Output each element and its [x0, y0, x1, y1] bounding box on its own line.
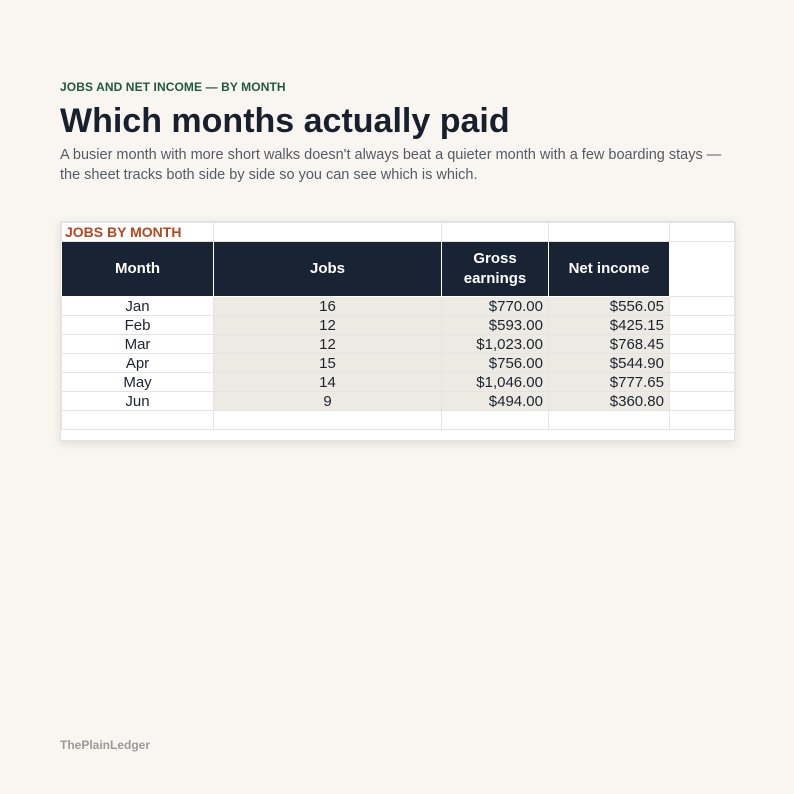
cell[interactable] — [61, 410, 214, 430]
net-income-cell[interactable]: $425.15 — [548, 315, 670, 335]
month-cell[interactable]: May — [61, 372, 214, 392]
gross-earnings-cell[interactable]: $1,046.00 — [441, 372, 549, 392]
month-cell[interactable]: Apr — [61, 353, 214, 373]
page-subtitle: A busier month with more short walks doe… — [60, 147, 722, 183]
cell[interactable] — [669, 372, 736, 392]
net-income-cell[interactable]: $556.05 — [548, 296, 670, 316]
cell[interactable] — [669, 222, 736, 242]
table-row: Feb 12 $593.00 $425.15 — [61, 315, 736, 335]
gross-earnings-cell[interactable]: $756.00 — [441, 353, 549, 373]
month-cell[interactable]: Feb — [61, 315, 214, 335]
cell[interactable] — [441, 410, 549, 430]
gross-earnings-cell[interactable]: $1,023.00 — [441, 334, 549, 354]
jobs-table: JOBS BY MONTH Month Jobs Gross earnings … — [61, 222, 736, 430]
cell[interactable] — [213, 222, 442, 242]
cell[interactable] — [548, 222, 670, 242]
cell[interactable] — [669, 353, 736, 373]
table-row: Apr 15 $756.00 $544.90 — [61, 353, 736, 373]
column-header-gross[interactable]: Gross earnings — [441, 241, 549, 297]
header-row: Month Jobs Gross earnings Net income — [61, 241, 736, 297]
table-caption[interactable]: JOBS BY MONTH — [61, 222, 214, 242]
cell[interactable] — [669, 410, 736, 430]
jobs-cell[interactable]: 12 — [213, 315, 442, 335]
caption-row: JOBS BY MONTH — [61, 222, 736, 242]
table-row: May 14 $1,046.00 $777.65 — [61, 372, 736, 392]
empty-row — [61, 410, 736, 430]
month-cell[interactable]: Jun — [61, 391, 214, 411]
net-income-cell[interactable]: $544.90 — [548, 353, 670, 373]
jobs-cell[interactable]: 14 — [213, 372, 442, 392]
footer-brand: ThePlainLedger — [60, 738, 151, 752]
table-row: Jun 9 $494.00 $360.80 — [61, 391, 736, 411]
cell[interactable] — [669, 334, 736, 354]
gross-earnings-cell[interactable]: $770.00 — [441, 296, 549, 316]
cell[interactable] — [213, 410, 442, 430]
net-income-cell[interactable]: $768.45 — [548, 334, 670, 354]
cell[interactable] — [441, 222, 549, 242]
cell[interactable] — [669, 391, 736, 411]
table-row: Mar 12 $1,023.00 $768.45 — [61, 334, 736, 354]
jobs-cell[interactable]: 9 — [213, 391, 442, 411]
column-header-net[interactable]: Net income — [548, 241, 670, 297]
cell[interactable] — [669, 315, 736, 335]
eyebrow-label: JOBS AND NET INCOME — BY MONTH — [60, 80, 286, 94]
page-title: Which months actually paid — [60, 102, 510, 140]
jobs-cell[interactable]: 16 — [213, 296, 442, 316]
cell[interactable] — [669, 241, 736, 297]
cell[interactable] — [669, 296, 736, 316]
cell[interactable] — [548, 410, 670, 430]
net-income-cell[interactable]: $360.80 — [548, 391, 670, 411]
jobs-cell[interactable]: 12 — [213, 334, 442, 354]
spreadsheet: JOBS BY MONTH Month Jobs Gross earnings … — [60, 221, 736, 441]
jobs-cell[interactable]: 15 — [213, 353, 442, 373]
gross-earnings-cell[interactable]: $494.00 — [441, 391, 549, 411]
month-cell[interactable]: Mar — [61, 334, 214, 354]
month-cell[interactable]: Jan — [61, 296, 214, 316]
table-row: Jan 16 $770.00 $556.05 — [61, 296, 736, 316]
gross-earnings-cell[interactable]: $593.00 — [441, 315, 549, 335]
column-header-month[interactable]: Month — [61, 241, 214, 297]
column-header-jobs[interactable]: Jobs — [213, 241, 442, 297]
net-income-cell[interactable]: $777.65 — [548, 372, 670, 392]
